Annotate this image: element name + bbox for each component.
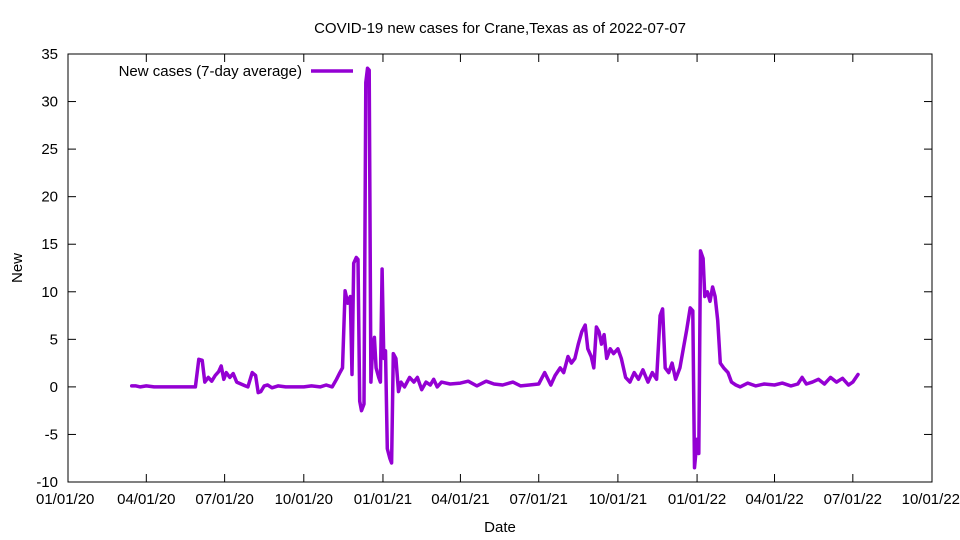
x-tick-label: 01/01/21	[354, 491, 412, 508]
x-tick-label: 04/01/22	[745, 491, 803, 508]
x-tick-label: 10/01/22	[902, 491, 960, 508]
x-tick-label: 07/01/20	[195, 491, 253, 508]
x-tick-label: 10/01/21	[589, 491, 647, 508]
y-tick-label: 25	[41, 141, 58, 158]
legend-label: New cases (7-day average)	[119, 63, 302, 80]
x-tick-label: 04/01/20	[117, 491, 175, 508]
y-tick-label: -5	[45, 426, 58, 443]
y-axis-label: New	[9, 253, 26, 283]
y-tick-label: 15	[41, 236, 58, 253]
y-axis-ticks: -10 -5 0 5 10 15 20 25 30 35	[36, 46, 932, 491]
plot-area-border	[67, 53, 933, 483]
y-tick-label: 0	[50, 379, 58, 396]
x-tick-label: 01/01/20	[36, 491, 94, 508]
x-axis-label: Date	[484, 519, 516, 536]
x-tick-label: 04/01/21	[431, 491, 489, 508]
x-tick-label: 07/01/21	[510, 491, 568, 508]
y-tick-label: 5	[50, 331, 58, 348]
legend: New cases (7-day average)	[119, 63, 353, 80]
x-tick-label: 07/01/22	[824, 491, 882, 508]
y-tick-label: 30	[41, 94, 58, 111]
x-axis-ticks: 01/01/20 04/01/20 07/01/20 10/01/20 01/01/21…	[36, 54, 960, 508]
x-tick-label: 10/01/20	[275, 491, 333, 508]
y-tick-label: -10	[36, 474, 58, 491]
y-tick-label: 10	[41, 284, 58, 301]
y-tick-label: 35	[41, 46, 58, 63]
series-line-new-cases	[129, 66, 860, 470]
x-tick-label: 01/01/22	[668, 491, 726, 508]
chart-title: COVID-19 new cases for Crane,Texas as of…	[314, 20, 686, 37]
y-tick-label: 20	[41, 189, 58, 206]
